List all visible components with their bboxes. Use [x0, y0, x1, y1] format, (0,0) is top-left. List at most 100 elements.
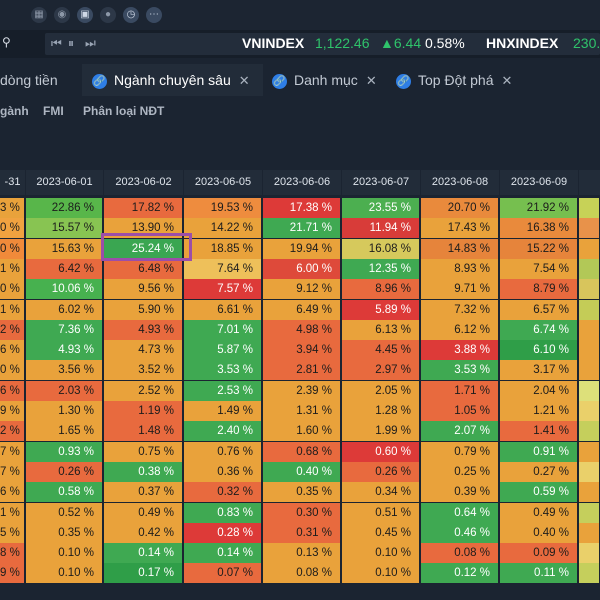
heatmap-cell[interactable]: 0.39 % [421, 482, 498, 503]
heatmap-cell[interactable]: 9 % [0, 563, 24, 584]
heatmap-cell[interactable]: 1.19 % [104, 401, 182, 421]
heatmap-cell[interactable]: 6.42 % [26, 258, 102, 279]
heatmap-cell[interactable]: 6.49 % [263, 299, 340, 320]
heatmap-cell[interactable] [579, 258, 599, 279]
heatmap-cell[interactable]: 0.17 % [104, 563, 182, 584]
heatmap-cell[interactable]: 15.63 % [26, 238, 102, 259]
heatmap-cell[interactable]: 0.52 % [26, 502, 102, 523]
heatmap-cell[interactable] [579, 502, 599, 523]
heatmap-cell[interactable]: 3.53 % [421, 360, 498, 381]
heatmap-cell[interactable] [579, 319, 599, 340]
heatmap-cell[interactable]: 14.22 % [184, 218, 261, 239]
heatmap-cell[interactable]: 0.36 % [184, 461, 261, 482]
heatmap-cell[interactable]: 7.57 % [184, 279, 261, 300]
heatmap-cell[interactable]: 0.38 % [104, 461, 182, 482]
heatmap-cell[interactable]: 0.93 % [26, 441, 102, 462]
heatmap-cell[interactable]: 6.48 % [104, 258, 182, 279]
heatmap-cell[interactable]: 0 % [0, 218, 24, 239]
column-header[interactable]: 2023-06-01 [26, 170, 103, 195]
heatmap-cell[interactable] [579, 401, 599, 421]
heatmap-cell[interactable]: 3.17 % [500, 360, 577, 381]
heatmap-cell[interactable] [579, 380, 599, 401]
heatmap-cell[interactable]: 0.75 % [104, 441, 182, 462]
heatmap-cell[interactable]: 22.86 % [26, 198, 102, 218]
heatmap-cell[interactable]: 0.28 % [184, 522, 261, 543]
heatmap-cell[interactable]: 0.49 % [104, 502, 182, 523]
heatmap-cell[interactable]: 0.46 % [421, 522, 498, 543]
heatmap-cell[interactable]: 1 % [0, 299, 24, 320]
heatmap-cell[interactable]: 9.56 % [104, 279, 182, 300]
heatmap-cell[interactable]: 25.24 % [104, 238, 182, 259]
heatmap-cell[interactable]: 0.68 % [263, 441, 340, 462]
column-header[interactable]: 2023-06-05 [184, 170, 262, 195]
heatmap-cell[interactable]: 0.45 % [342, 522, 419, 543]
heatmap-cell[interactable]: 23.55 % [342, 198, 419, 218]
heatmap-cell[interactable]: 0.10 % [26, 563, 102, 584]
heatmap-cell[interactable]: 6.61 % [184, 299, 261, 320]
heatmap-cell[interactable]: 0.49 % [500, 502, 577, 523]
heatmap-cell[interactable]: 0.10 % [26, 543, 102, 564]
column-header[interactable]: 2023-06-09 [500, 170, 578, 195]
heatmap-cell[interactable]: 0.76 % [184, 441, 261, 462]
heatmap-cell[interactable]: 0.79 % [421, 441, 498, 462]
heatmap-cell[interactable]: 0.51 % [342, 502, 419, 523]
heatmap-cell[interactable] [579, 299, 599, 320]
heatmap-cell[interactable]: 5.90 % [104, 299, 182, 320]
heatmap-cell[interactable]: 1.28 % [342, 401, 419, 421]
heatmap-cell[interactable]: 3.53 % [184, 360, 261, 381]
more-icon[interactable]: ⋯ [146, 7, 162, 23]
heatmap-cell[interactable]: 6.12 % [421, 319, 498, 340]
heatmap-cell[interactable]: 9.71 % [421, 279, 498, 300]
heatmap-cell[interactable]: 5.89 % [342, 299, 419, 320]
heatmap-cell[interactable]: 2.52 % [104, 380, 182, 401]
heatmap-cell[interactable]: 0.60 % [342, 441, 419, 462]
column-header[interactable] [579, 170, 600, 195]
heatmap-cell[interactable]: 16.38 % [500, 218, 577, 239]
heatmap-cell[interactable]: 0.13 % [263, 543, 340, 564]
heatmap-cell[interactable]: 6.74 % [500, 319, 577, 340]
heatmap-cell[interactable]: 6 % [0, 482, 24, 503]
subtab-phan-loai-ndt[interactable]: Phân loại NĐT [83, 104, 165, 118]
close-icon[interactable]: ✕ [238, 73, 250, 88]
heatmap-cell[interactable]: 0.08 % [421, 543, 498, 564]
heatmap-cell[interactable]: 2.03 % [26, 380, 102, 401]
heatmap-cell[interactable]: 0.83 % [184, 502, 261, 523]
heatmap-cell[interactable]: 2.81 % [263, 360, 340, 381]
heatmap-cell[interactable]: 1.99 % [342, 421, 419, 442]
heatmap-cell[interactable]: 0 % [0, 360, 24, 381]
heatmap-cell[interactable]: 0.10 % [342, 563, 419, 584]
heatmap-cell[interactable]: 1.65 % [26, 421, 102, 442]
heatmap-cell[interactable]: 0.91 % [500, 441, 577, 462]
heatmap-cell[interactable]: 2.53 % [184, 380, 261, 401]
heatmap-cell[interactable] [579, 563, 599, 584]
tab-dong-tien[interactable]: dòng tiền [0, 64, 75, 96]
heatmap-cell[interactable]: 19.94 % [263, 238, 340, 259]
subtab-fmi[interactable]: FMI [43, 104, 64, 118]
heatmap-cell[interactable]: 2.39 % [263, 380, 340, 401]
heatmap-cell[interactable]: 21.92 % [500, 198, 577, 218]
heatmap-cell[interactable] [579, 543, 599, 564]
heatmap-cell[interactable]: 21.71 % [263, 218, 340, 239]
heatmap-cell[interactable]: 1.71 % [421, 380, 498, 401]
heatmap-cell[interactable]: 0.25 % [421, 461, 498, 482]
heatmap-cell[interactable]: 9.12 % [263, 279, 340, 300]
heatmap-cell[interactable]: 0.42 % [104, 522, 182, 543]
heatmap-cell[interactable]: 0.07 % [184, 563, 261, 584]
close-icon[interactable]: ✕ [365, 73, 377, 88]
heatmap-cell[interactable]: 6.02 % [26, 299, 102, 320]
heatmap-cell[interactable]: 3.88 % [421, 340, 498, 361]
heatmap-cell[interactable]: 8 % [0, 543, 24, 564]
heatmap-cell[interactable]: 0.32 % [184, 482, 261, 503]
record-icon[interactable]: ● [100, 7, 116, 23]
heatmap-cell[interactable]: 10.06 % [26, 279, 102, 300]
column-header[interactable]: 2023-06-08 [421, 170, 499, 195]
heatmap-cell[interactable]: 0.59 % [500, 482, 577, 503]
heatmap-cell[interactable]: 12.35 % [342, 258, 419, 279]
heatmap-cell[interactable]: 13.90 % [104, 218, 182, 239]
heatmap-cell[interactable]: 1.30 % [26, 401, 102, 421]
heatmap-cell[interactable]: 0.26 % [342, 461, 419, 482]
heatmap-cell[interactable]: 1.05 % [421, 401, 498, 421]
heatmap-cell[interactable]: 15.57 % [26, 218, 102, 239]
heatmap-cell[interactable]: 1.41 % [500, 421, 577, 442]
heatmap-cell[interactable]: 4.98 % [263, 319, 340, 340]
